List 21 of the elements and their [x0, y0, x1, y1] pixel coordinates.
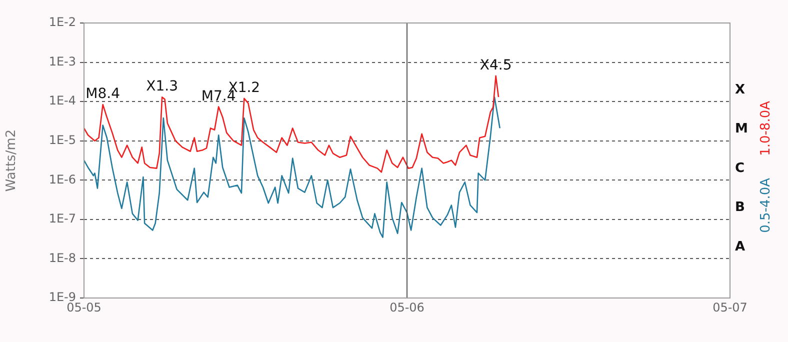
y-axis-title: Watts/m2: [4, 129, 20, 192]
y-tick-label: 1E-4: [48, 94, 76, 108]
annotation: X1.3: [146, 78, 178, 95]
text: X: [735, 82, 746, 98]
text: M: [735, 122, 748, 137]
y-tick-label: 1E-2: [48, 15, 76, 30]
text: C: [735, 160, 745, 176]
x-tick-label: 05-07: [712, 300, 748, 314]
x-tick-label: 05-05: [66, 300, 102, 314]
y-tick-label: 1E-5: [48, 132, 76, 147]
x-tick-label: 05-06: [390, 300, 424, 314]
y-tick-label: 1E-6: [48, 172, 76, 186]
text: B: [735, 200, 745, 216]
annotation: M8.4: [86, 86, 120, 102]
y-tick-label: 1E-3: [48, 54, 76, 68]
text: A: [735, 240, 746, 255]
annotation: X4.5: [480, 58, 512, 74]
y-tick-label: 1E-8: [48, 250, 76, 265]
text: 0.5-4.0A: [758, 178, 774, 233]
y-tick-label: 1E-7: [48, 212, 76, 226]
text: 1.0-8.0A: [758, 100, 774, 156]
